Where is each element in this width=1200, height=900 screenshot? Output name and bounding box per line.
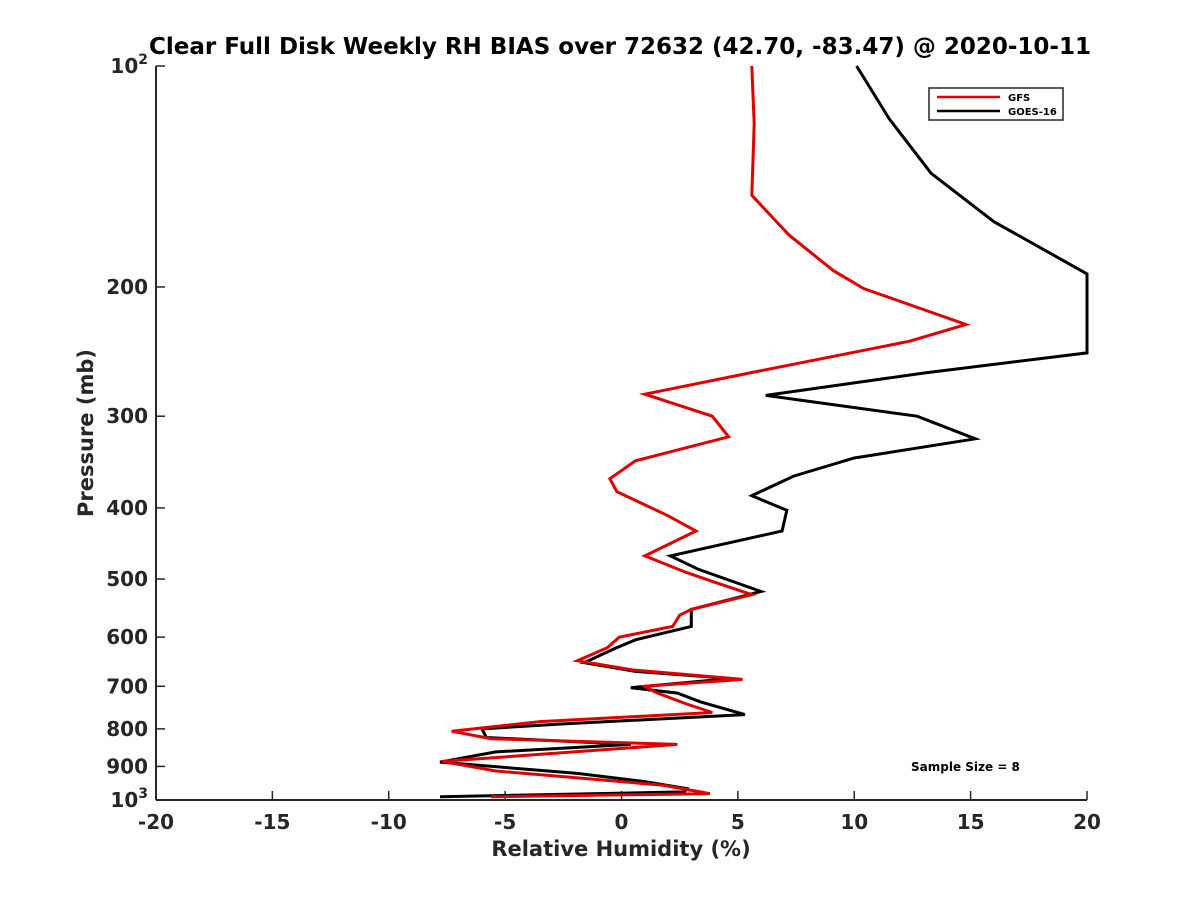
sample-size-annotation: Sample Size = 8 <box>911 760 1020 774</box>
y-tick-label: 103 <box>110 786 148 812</box>
y-tick-base: 10 <box>110 54 138 78</box>
x-tick-label: 5 <box>731 810 745 834</box>
y-tick-exponent: 2 <box>138 52 148 68</box>
y-tick-label: 300 <box>106 404 148 428</box>
chart-title: Clear Full Disk Weekly RH BIAS over 7263… <box>149 34 1091 60</box>
legend: GFS GOES-16 <box>928 87 1064 121</box>
y-tick-label: 700 <box>106 674 148 698</box>
y-tick-label: 102 <box>110 52 148 78</box>
y-tick-label: 200 <box>106 275 148 299</box>
x-tick-group: -20 -15 -10 -5 0 5 10 15 20 <box>138 791 1101 834</box>
x-tick-label: 20 <box>1073 810 1101 834</box>
x-tick-label: -10 <box>371 810 407 834</box>
y-axis-title: Pressure (mb) <box>74 349 98 517</box>
y-tick-label: 900 <box>106 754 148 778</box>
plot-axes <box>155 66 1087 801</box>
x-axis-title: Relative Humidity (%) <box>491 837 750 861</box>
x-tick-label: 0 <box>615 810 629 834</box>
x-tick-label: 10 <box>840 810 868 834</box>
y-tick-exponent: 3 <box>138 786 148 802</box>
legend-label-goes16: GOES-16 <box>1008 107 1057 118</box>
y-tick-label: 600 <box>106 625 148 649</box>
x-tick-label: -5 <box>494 810 516 834</box>
y-tick-label: 400 <box>106 496 148 520</box>
series-line-gfs <box>442 65 971 799</box>
x-tick-label: -15 <box>254 810 290 834</box>
y-tick-label: 800 <box>106 717 148 741</box>
legend-box <box>928 87 1064 121</box>
x-tick-label: 15 <box>957 810 985 834</box>
legend-label-gfs: GFS <box>1008 93 1030 104</box>
series-line-goes16 <box>439 65 1089 799</box>
y-tick-label: 500 <box>106 567 148 591</box>
x-tick-label: -20 <box>138 810 174 834</box>
series-layer <box>439 65 1089 799</box>
y-tick-base: 10 <box>110 788 138 812</box>
